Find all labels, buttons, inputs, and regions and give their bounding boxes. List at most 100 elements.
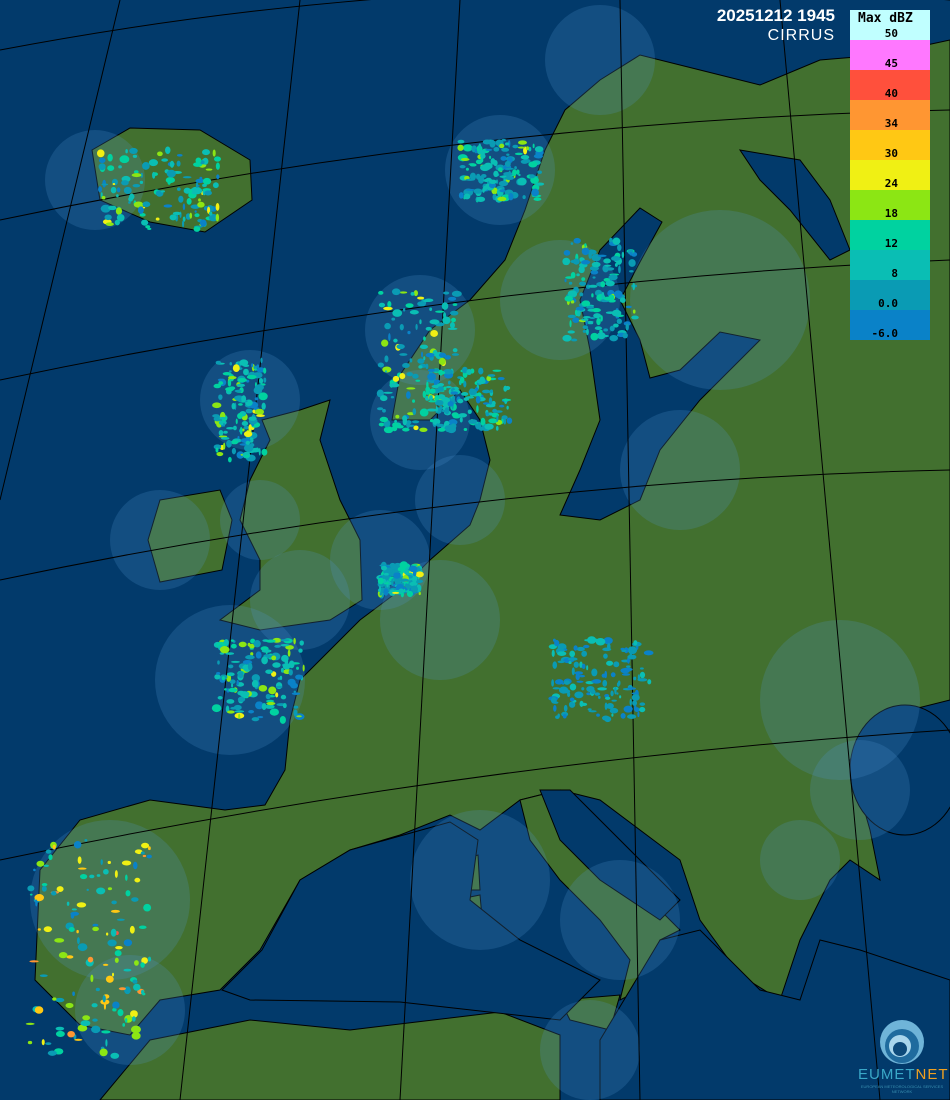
precipitation-echo (266, 701, 276, 706)
precipitation-echo (419, 408, 429, 417)
precipitation-echo (110, 928, 117, 937)
precipitation-echo (114, 950, 122, 957)
precipitation-echo (237, 696, 246, 702)
precipitation-echo (100, 204, 111, 213)
precipitation-echo (218, 381, 224, 385)
mediterranean-west (221, 821, 601, 1021)
precipitation-echo (251, 674, 260, 682)
precipitation-echo (452, 395, 456, 402)
legend-title: Max dBZ (858, 11, 913, 26)
legend-label: 30 (884, 147, 898, 160)
radar-coverage-circle (810, 740, 910, 840)
eumetnet-logo: EUMETNET EUROPEAN METEOROLOGICAL SERVICE… (856, 1016, 949, 1096)
precipitation-echo (631, 315, 639, 320)
precipitation-echo (132, 979, 138, 984)
precipitation-echo (223, 430, 228, 434)
precipitation-echo (382, 366, 392, 373)
legend-level: 8 (850, 250, 930, 280)
precipitation-echo (227, 379, 232, 387)
precipitation-echo (77, 867, 87, 870)
precipitation-echo (413, 290, 419, 297)
precipitation-echo (574, 691, 584, 699)
precipitation-echo (388, 581, 391, 586)
precipitation-echo (443, 291, 450, 295)
precipitation-echo (412, 408, 417, 415)
precipitation-echo (87, 956, 94, 963)
precipitation-echo (458, 192, 464, 199)
radar-coverage-circle (760, 820, 840, 900)
precipitation-echo (459, 376, 465, 384)
precipitation-echo (613, 661, 620, 668)
precipitation-echo (254, 384, 265, 391)
precipitation-echo (277, 677, 281, 680)
precipitation-echo (74, 1038, 83, 1041)
precipitation-echo (225, 652, 235, 655)
precipitation-echo (68, 927, 75, 933)
precipitation-echo (639, 706, 646, 713)
precipitation-echo (264, 704, 275, 709)
precipitation-echo (567, 657, 578, 661)
precipitation-echo (461, 392, 469, 396)
precipitation-echo (621, 649, 627, 652)
precipitation-echo (614, 263, 618, 267)
latitude-line (0, 259, 950, 381)
precipitation-echo (41, 883, 48, 887)
precipitation-echo (195, 181, 199, 189)
precipitation-echo (627, 654, 637, 660)
precipitation-echo (234, 710, 245, 713)
precipitation-echo (490, 158, 496, 165)
precipitation-echo (271, 655, 277, 661)
precipitation-echo (247, 662, 253, 671)
precipitation-echo (590, 689, 596, 695)
precipitation-echo (428, 400, 437, 403)
precipitation-echo (569, 697, 575, 702)
legend-level: 30 (850, 130, 930, 160)
precipitation-echo (182, 203, 186, 211)
precipitation-echo (251, 717, 260, 722)
precipitation-echo (468, 388, 477, 396)
precipitation-echo (557, 713, 560, 718)
precipitation-echo (130, 1010, 138, 1018)
precipitation-echo (410, 291, 415, 296)
precipitation-echo (520, 154, 530, 160)
precipitation-echo (485, 148, 493, 151)
precipitation-echo (517, 146, 526, 149)
precipitation-echo (139, 213, 146, 217)
precipitation-echo (248, 709, 255, 714)
precipitation-echo (399, 578, 409, 582)
logo-wordmark: EUMETNET (858, 1066, 949, 1083)
precipitation-echo (384, 322, 391, 330)
precipitation-echo (166, 169, 176, 178)
precipitation-echo (233, 425, 237, 431)
precipitation-echo (631, 692, 638, 695)
precipitation-echo (142, 201, 151, 208)
precipitation-echo (445, 385, 452, 389)
precipitation-echo (47, 1050, 57, 1056)
precipitation-echo (548, 644, 558, 650)
precipitation-echo (383, 391, 393, 394)
eumetnet-swirl-icon (880, 1020, 924, 1064)
precipitation-echo (426, 408, 437, 412)
precipitation-echo (429, 319, 440, 325)
precipitation-echo (291, 692, 301, 695)
precipitation-echo (573, 661, 579, 668)
precipitation-echo (33, 868, 36, 872)
precipitation-echo (212, 182, 219, 189)
legend-level: 0.0 (850, 280, 930, 310)
precipitation-echo (570, 338, 578, 342)
precipitation-echo (265, 693, 271, 700)
precipitation-echo (207, 206, 211, 214)
precipitation-echo (142, 854, 147, 858)
precipitation-echo (116, 194, 119, 198)
precipitation-echo (254, 397, 259, 401)
precipitation-echo (506, 405, 509, 410)
precipitation-echo (475, 395, 481, 404)
precipitation-echo (570, 271, 576, 279)
precipitation-echo (131, 897, 139, 902)
white-sea (738, 149, 851, 261)
precipitation-echo (425, 352, 435, 358)
precipitation-echo (396, 343, 405, 350)
precipitation-echo (212, 149, 216, 157)
precipitation-echo (293, 705, 299, 709)
